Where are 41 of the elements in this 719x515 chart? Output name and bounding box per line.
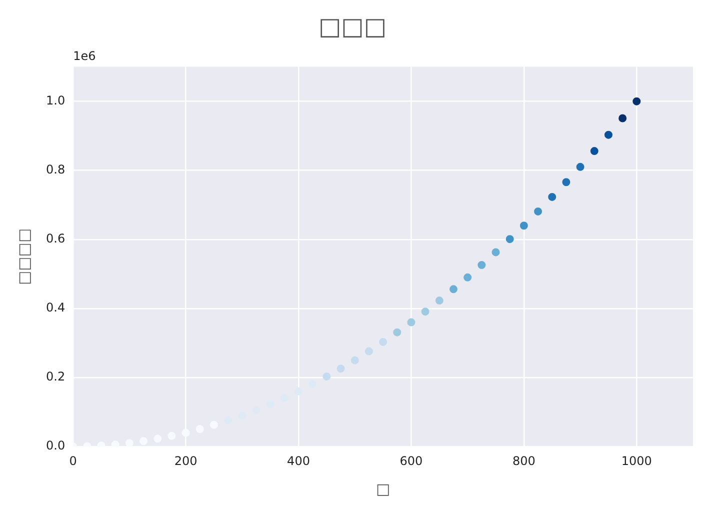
point xyxy=(506,235,514,244)
point xyxy=(449,285,458,294)
chart-title: □□□ xyxy=(318,12,387,41)
x-tick-label: 200 xyxy=(174,454,198,468)
point xyxy=(520,222,528,230)
point xyxy=(478,260,486,269)
point xyxy=(336,364,345,373)
point xyxy=(492,248,500,256)
point xyxy=(421,308,430,316)
point xyxy=(294,387,303,396)
point xyxy=(562,178,570,186)
y-tick-label: 0.2 xyxy=(46,370,66,384)
point xyxy=(464,273,472,282)
point xyxy=(576,162,584,171)
x-tick-label: 800 xyxy=(512,454,536,468)
point xyxy=(322,372,331,381)
x-tick-label: 0 xyxy=(69,454,77,468)
point xyxy=(364,347,373,356)
point xyxy=(604,130,612,139)
point xyxy=(534,207,542,216)
point xyxy=(435,296,444,305)
point xyxy=(407,318,416,326)
point xyxy=(548,192,556,201)
point xyxy=(308,380,317,388)
point xyxy=(632,97,641,106)
x-tick-label: 1000 xyxy=(621,454,652,468)
y-tick-label: 1.0 xyxy=(46,93,66,108)
text: 1e6 xyxy=(73,48,96,63)
point xyxy=(393,328,402,336)
x-tick-label: 600 xyxy=(400,454,423,468)
y-tick-label: 0.6 xyxy=(46,232,66,246)
point xyxy=(590,147,598,156)
point xyxy=(350,356,359,364)
point xyxy=(618,114,627,122)
y-tick-label: 0.8 xyxy=(46,162,66,177)
x-axis-title: □ xyxy=(376,480,390,498)
y-tick-label: 0.0 xyxy=(46,438,66,453)
y-tick-label: 0.4 xyxy=(46,300,66,315)
x-tick-label: 400 xyxy=(287,454,310,468)
y-axis-title: □□□□ xyxy=(14,228,33,286)
point xyxy=(379,338,388,346)
